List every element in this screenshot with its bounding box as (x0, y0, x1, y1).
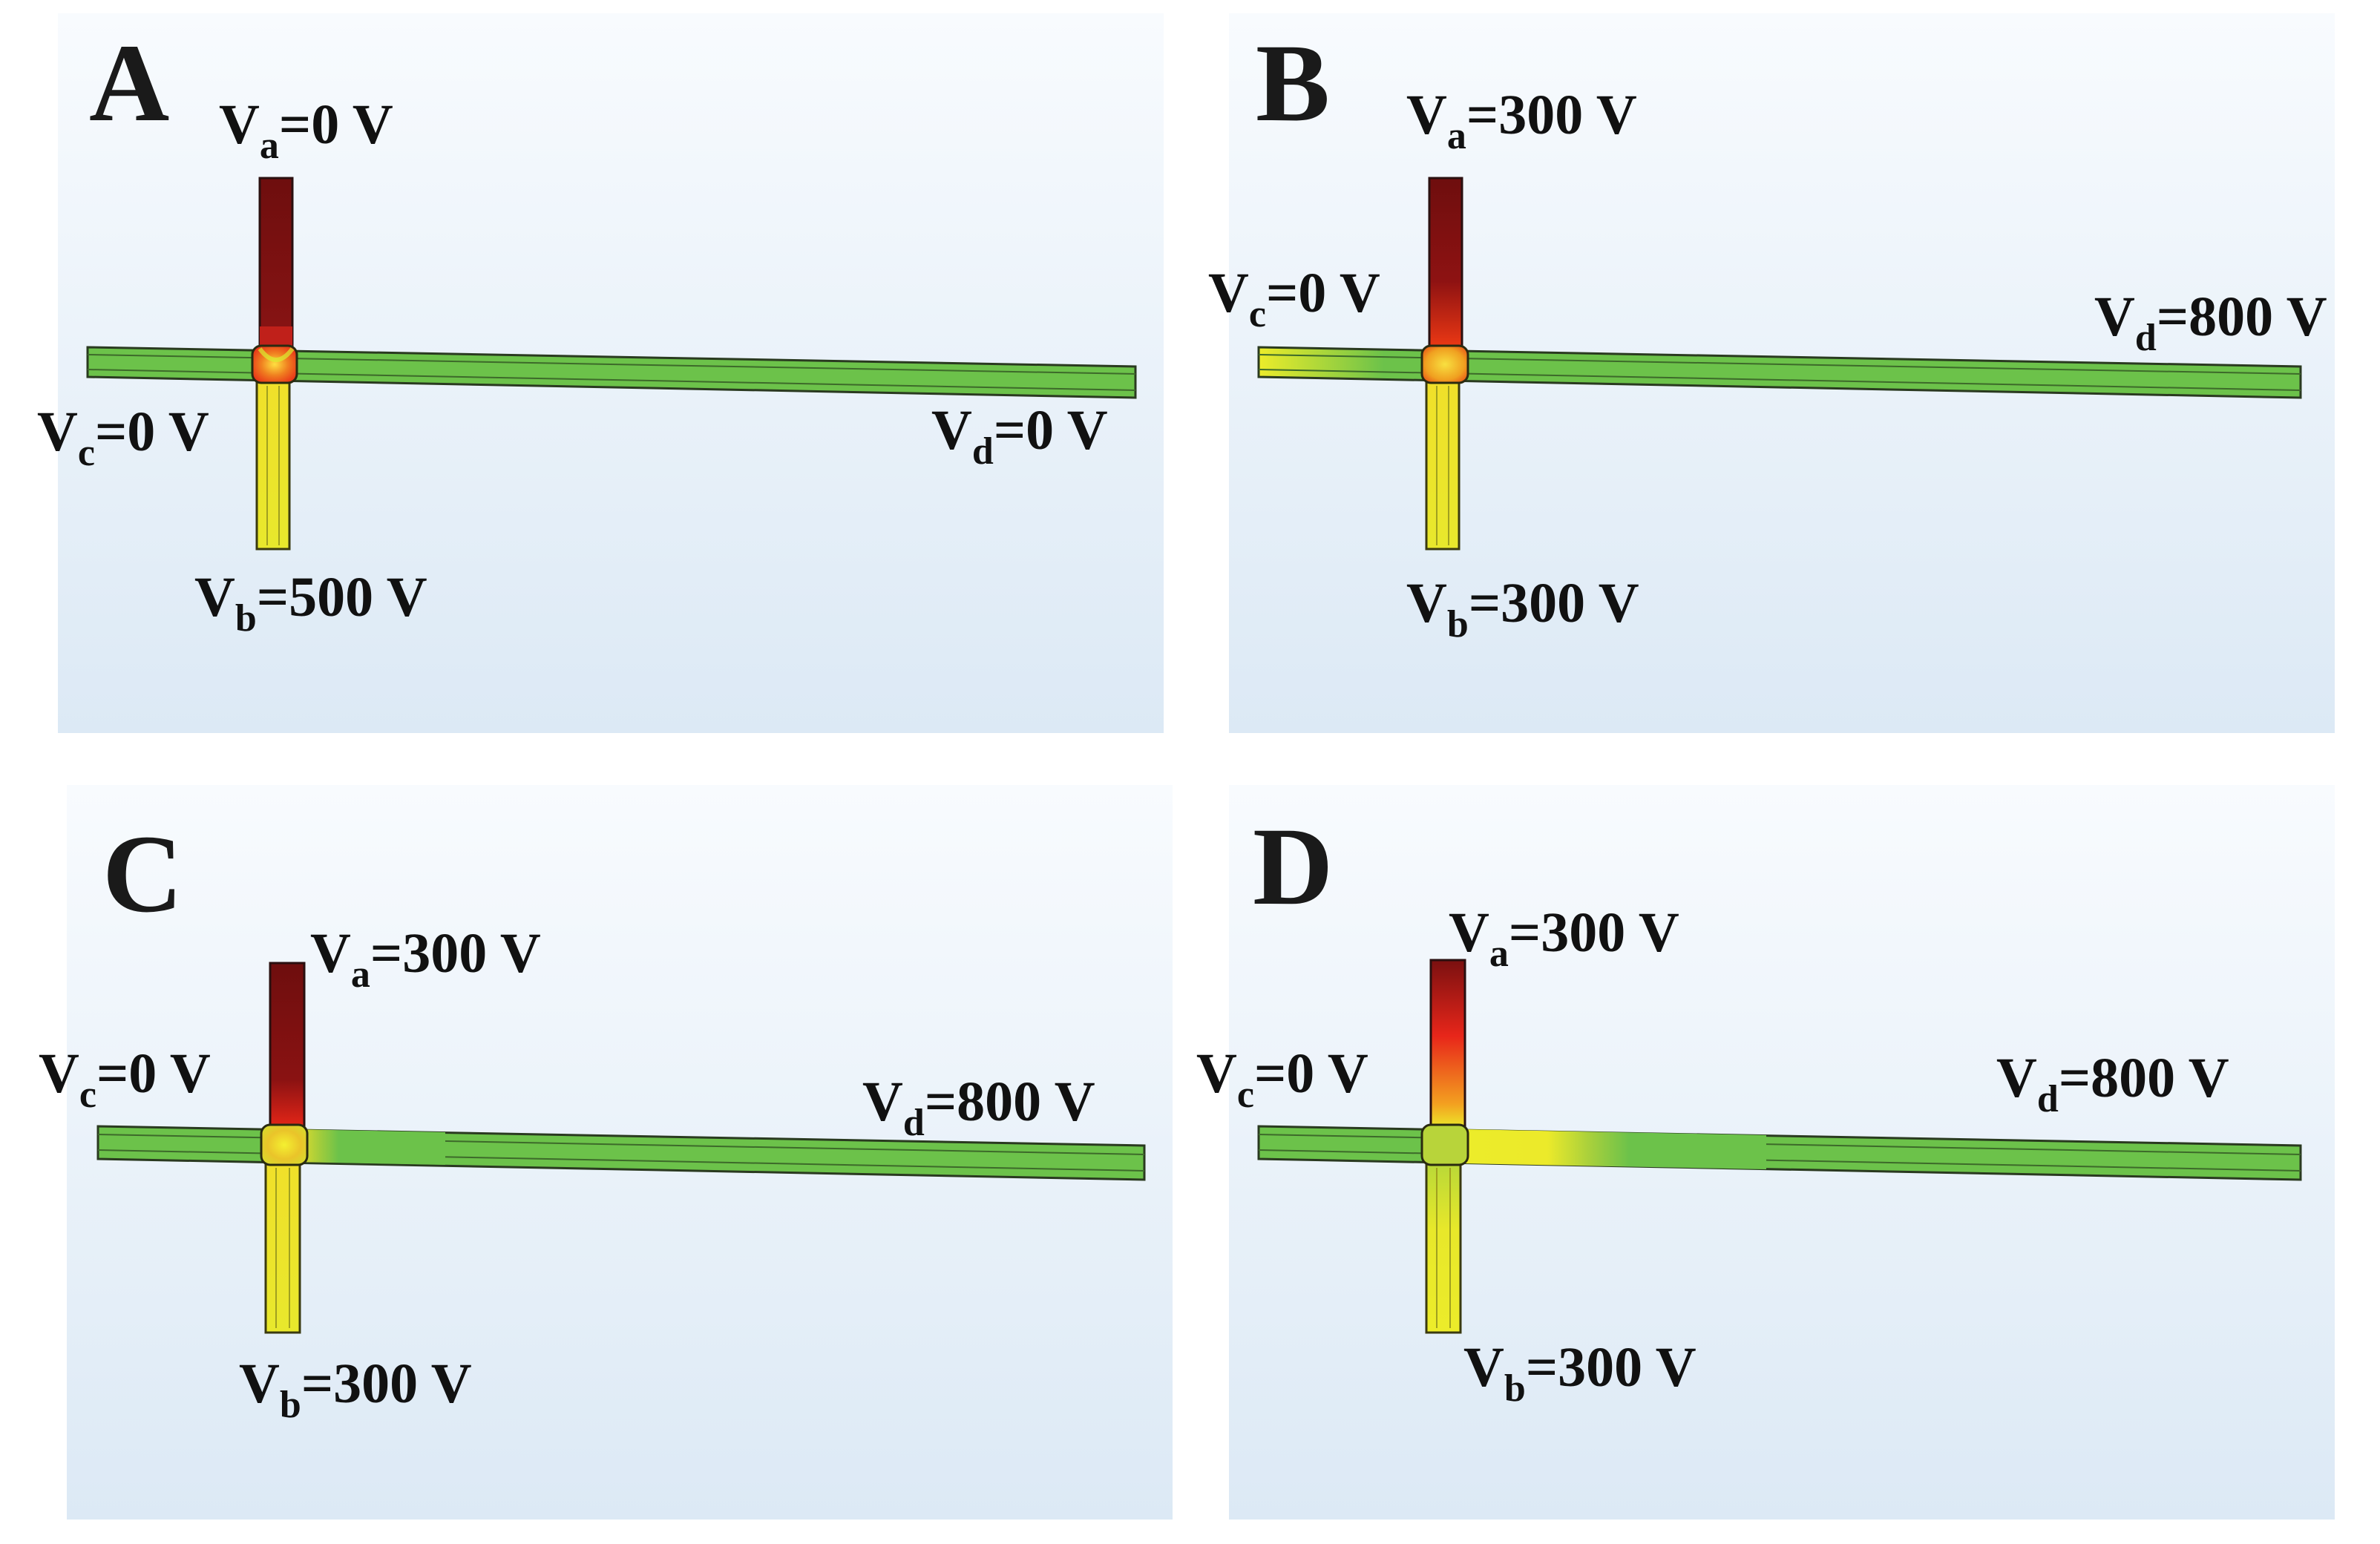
panel-b-vc-label: Vc=0 V (1208, 262, 1380, 335)
panel-b-upper-arm (1428, 177, 1463, 352)
panel-d-vb-label: Vb=300 V (1463, 1336, 1697, 1410)
panel-a-label: A (89, 22, 169, 145)
panel-d-lower-arm (1425, 1160, 1462, 1334)
panel-a: A Va=0 V Vb=500 V Vc=0 V Vd=0 V (37, 13, 1164, 733)
panel-c-vc-label: Vc=0 V (39, 1042, 211, 1116)
panel-b-vb-label: Vb=300 V (1406, 572, 1639, 645)
panel-a-vd-label: Vd=0 V (931, 399, 1108, 473)
panel-d-label: D (1253, 805, 1333, 928)
panel-b-va-label: Va=300 V (1406, 84, 1637, 157)
panel-a-va-label: Va=0 V (219, 93, 393, 167)
panel-d-junction (1420, 1123, 1469, 1166)
panel-a-lower-arm (255, 378, 291, 551)
panel-c-vb-label: Vb=300 V (239, 1353, 472, 1426)
panel-d-upper-arm (1429, 959, 1466, 1131)
panel-b-junction (1420, 344, 1469, 384)
panel-c-vd-label: Vd=800 V (862, 1071, 1095, 1144)
panel-c-lower-arm (264, 1160, 301, 1334)
panel-b-label: B (1256, 22, 1330, 145)
panel-a-vb-label: Vb=500 V (194, 566, 427, 640)
panel-d-va-label: Va=300 V (1449, 901, 1679, 975)
panel-d: D Va=300 V Vb=300 V Vc=0 V Vd=800 V (1196, 785, 2335, 1520)
panel-d-vc-label: Vc=0 V (1196, 1042, 1368, 1116)
panel-c-label: C (102, 812, 183, 936)
panel-c-va-label: Va=300 V (310, 922, 541, 996)
panel-d-vd-label: Vd=800 V (1996, 1047, 2229, 1120)
panel-c-junction (260, 1123, 309, 1166)
panel-a-upper-arm (258, 177, 294, 352)
panel-c: C Va=300 V Vb=300 V Vc=0 V Vd=800 V (39, 785, 1173, 1520)
panel-b-vd-label: Vd=800 V (2094, 286, 2327, 359)
panel-b-lower-arm (1425, 378, 1461, 551)
panel-a-vc-label: Vc=0 V (37, 401, 209, 474)
panel-c-upper-arm (269, 962, 306, 1131)
panel-b: B Va=300 V Vb=300 V Vc=0 V Vd=800 V (1208, 13, 2335, 733)
